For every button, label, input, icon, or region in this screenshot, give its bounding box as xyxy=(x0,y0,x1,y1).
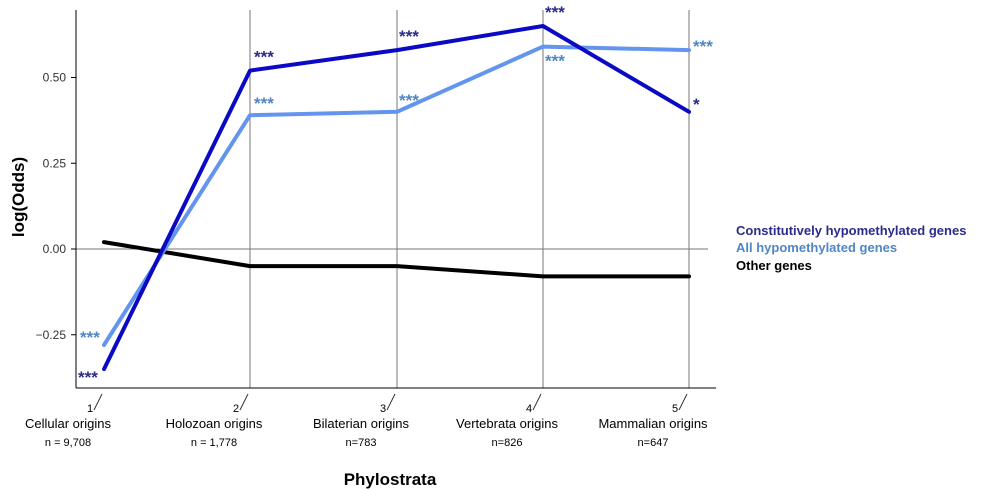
significance-label: *** xyxy=(399,91,419,110)
legend-item-all-hypomethylated: All hypomethylated genes xyxy=(736,240,898,255)
x-category-number: 2 xyxy=(233,403,239,415)
significance-label: * xyxy=(693,95,700,114)
legend-item-other-genes: Other genes xyxy=(736,258,812,273)
significance-label: *** xyxy=(254,48,274,67)
series-lines xyxy=(102,24,691,372)
significance-label: *** xyxy=(399,27,419,46)
x-tick-slash xyxy=(93,393,103,411)
x-category-count: n=647 xyxy=(638,437,669,449)
significance-labels: ******************* ********* xyxy=(78,3,713,387)
significance-label: *** xyxy=(693,37,713,56)
legend-item-constitutively-hypomethylated: Constitutively hypomethylated genes xyxy=(736,223,967,238)
x-category-count: n = 1,778 xyxy=(191,437,237,449)
significance-label: *** xyxy=(78,368,98,387)
x-axis-title: Phylostrata xyxy=(344,470,437,489)
x-category-label: Vertebrata origins xyxy=(456,416,558,431)
y-tick-label: −0.25 xyxy=(36,328,67,342)
x-tick-slash xyxy=(678,393,688,411)
y-axis-title: log(Odds) xyxy=(9,157,28,237)
y-tick-label: 0.50 xyxy=(43,71,67,85)
significance-label: *** xyxy=(254,94,274,113)
significance-label: *** xyxy=(80,328,100,347)
significance-label: *** xyxy=(545,3,565,22)
gridlines xyxy=(76,10,708,388)
y-tick-label: 0.00 xyxy=(43,242,67,256)
series-line-3 xyxy=(102,240,691,279)
x-tick-slash xyxy=(386,393,396,411)
x-category-label: Holozoan origins xyxy=(166,416,263,431)
x-category-number: 4 xyxy=(526,403,532,415)
y-ticks: −0.25 0.00 0.25 0.50 xyxy=(36,71,76,342)
y-tick-label: 0.25 xyxy=(43,156,67,170)
x-category-count: n=783 xyxy=(346,437,377,449)
series-line-2 xyxy=(102,44,691,347)
x-category-number: 3 xyxy=(380,403,386,415)
x-category-number: 1 xyxy=(87,403,93,415)
x-category-count: n=826 xyxy=(492,437,523,449)
x-category-label: Bilaterian origins xyxy=(313,416,410,431)
x-tick-slash xyxy=(532,393,542,411)
x-tick-slash xyxy=(239,393,249,411)
x-category-label: Mammalian origins xyxy=(598,416,708,431)
x-category-number: 5 xyxy=(672,403,678,415)
x-category-count: n = 9,708 xyxy=(45,437,91,449)
significance-label: *** xyxy=(545,52,565,71)
x-category-label: Cellular origins xyxy=(25,416,111,431)
series-line-1 xyxy=(102,24,691,372)
